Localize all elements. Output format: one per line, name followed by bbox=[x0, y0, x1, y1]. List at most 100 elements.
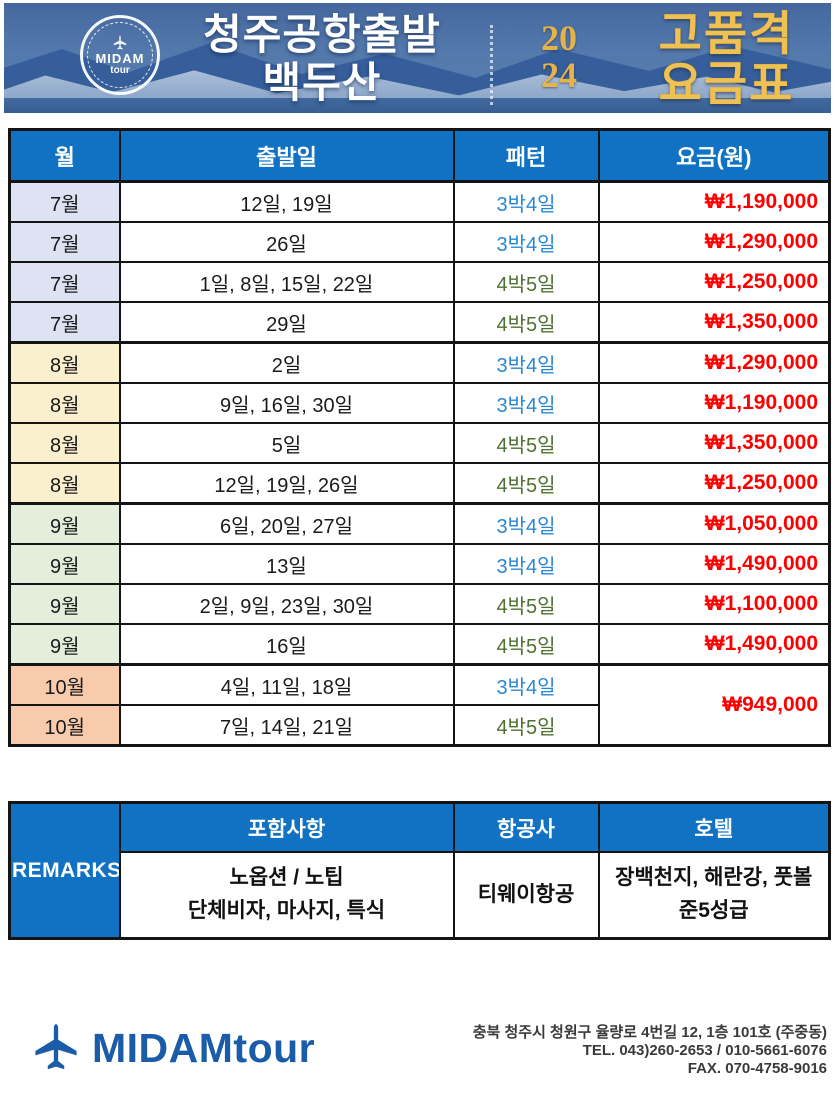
pattern-cell: 4박5일 bbox=[452, 623, 600, 666]
month-cell: 9월 bbox=[8, 502, 121, 545]
banner-year-line1: 20 bbox=[541, 18, 577, 58]
price-cell: ₩1,350,000 bbox=[597, 301, 831, 344]
month-cell: 10월 bbox=[8, 704, 121, 747]
pattern-cell: 4박5일 bbox=[452, 422, 600, 464]
month-cell: 7월 bbox=[8, 221, 121, 263]
badge-inner-ring: MIDAM tour bbox=[87, 22, 153, 88]
dates-cell: 6일, 20일, 27일 bbox=[118, 502, 455, 545]
price-cell: ₩1,290,000 bbox=[597, 221, 831, 263]
hotel-line2: 준5성급 bbox=[678, 899, 749, 922]
pattern-cell: 3박4일 bbox=[452, 221, 600, 263]
pattern-cell: 4박5일 bbox=[452, 462, 600, 505]
pattern-cell: 4박5일 bbox=[452, 261, 600, 303]
price-cell-merged: ₩949,000 bbox=[597, 663, 831, 747]
pattern-cell: 3박4일 bbox=[452, 543, 600, 585]
dates-cell: 26일 bbox=[118, 221, 455, 263]
header-airline: 항공사 bbox=[452, 801, 600, 853]
remarks-body-row: 노옵션 / 노팁 단체비자, 마사지, 특식 티웨이항공 장백천지, 해란강, … bbox=[10, 851, 831, 940]
month-cell: 7월 bbox=[8, 301, 121, 344]
banner-year-line2: 24 bbox=[541, 55, 577, 95]
lake-strip bbox=[4, 98, 831, 113]
inclusions-line2: 단체비자, 마사지, 특식 bbox=[187, 899, 386, 922]
inclusions-cell: 노옵션 / 노팁 단체비자, 마사지, 특식 bbox=[118, 851, 455, 940]
hotel-line1: 장백천지, 해란강, 풋볼 bbox=[615, 866, 813, 890]
dates-cell: 12일, 19일, 26일 bbox=[118, 462, 455, 505]
pattern-cell: 4박5일 bbox=[452, 704, 600, 747]
airline-cell: 티웨이항공 bbox=[452, 851, 600, 940]
price-cell: ₩1,250,000 bbox=[597, 462, 831, 505]
header-month: 월 bbox=[8, 128, 121, 183]
price-cell: ₩1,490,000 bbox=[597, 623, 831, 666]
banner-tagline-line2: 요금표 bbox=[658, 57, 795, 110]
price-cell: ₩1,100,000 bbox=[597, 583, 831, 625]
dates-cell: 2일, 9일, 23일, 30일 bbox=[118, 583, 455, 625]
dates-cell: 13일 bbox=[118, 543, 455, 585]
price-cell: ₩1,490,000 bbox=[597, 543, 831, 585]
pattern-cell: 3박4일 bbox=[452, 341, 600, 384]
month-cell: 8월 bbox=[8, 462, 121, 505]
dates-cell: 9일, 16일, 30일 bbox=[118, 382, 455, 424]
table-row: 9월 2일, 9일, 23일, 30일 4박5일 ₩1,100,000 bbox=[8, 583, 831, 625]
price-cell: ₩1,350,000 bbox=[597, 422, 831, 464]
price-cell: ₩1,190,000 bbox=[597, 180, 831, 223]
dates-cell: 5일 bbox=[118, 422, 455, 464]
midam-tour-badge: MIDAM tour bbox=[80, 15, 160, 95]
dates-cell: 2일 bbox=[118, 341, 455, 384]
footer-logo-text: MIDAMtour bbox=[92, 1025, 316, 1071]
pattern-cell: 3박4일 bbox=[452, 180, 600, 223]
month-cell: 9월 bbox=[8, 583, 121, 625]
banner-title: 청주공항출발 백두산 bbox=[172, 11, 472, 107]
banner-title-line1: 청주공항출발 bbox=[203, 11, 441, 58]
table-row: 10월 4일, 11일, 18일 3박4일 ₩949,000 bbox=[8, 663, 831, 747]
dates-cell: 7일, 14일, 21일 bbox=[118, 704, 455, 747]
price-table-header-row: 월 출발일 패턴 요금(원) bbox=[8, 128, 831, 183]
month-cell: 7월 bbox=[8, 180, 121, 223]
header-dates: 출발일 bbox=[118, 128, 455, 183]
pattern-cell: 3박4일 bbox=[452, 663, 600, 706]
pattern-cell: 4박5일 bbox=[452, 301, 600, 344]
price-cell: ₩1,190,000 bbox=[597, 382, 831, 424]
header-price: 요금(원) bbox=[597, 128, 831, 183]
table-row: 10월 7일, 14일, 21일 4박5일 bbox=[8, 704, 830, 747]
table-row: 8월 5일 4박5일 ₩1,350,000 bbox=[8, 422, 831, 464]
remarks-table: REMARKS 포함사항 항공사 호텔 노옵션 / 노팁 단체비자, 마사지, … bbox=[8, 801, 831, 940]
pattern-cell: 4박5일 bbox=[452, 583, 600, 625]
banner-title-line2: 백두산 bbox=[262, 59, 382, 106]
footer-contact-block: 충북 청주시 청원구 율량로 4번길 12, 1층 101호 (주중동) TEL… bbox=[473, 1024, 827, 1078]
month-cell: 8월 bbox=[8, 341, 121, 384]
airplane-icon bbox=[35, 1024, 77, 1070]
pattern-cell: 3박4일 bbox=[452, 382, 600, 424]
banner-dotted-divider bbox=[490, 25, 493, 105]
month-cell: 10월 bbox=[8, 663, 121, 706]
price-cell: ₩1,250,000 bbox=[597, 261, 831, 303]
month-cell: 8월 bbox=[8, 422, 121, 464]
table-row: 7월 12일, 19일 3박4일 ₩1,190,000 bbox=[8, 180, 831, 223]
dates-cell: 4일, 11일, 18일 bbox=[118, 663, 455, 706]
airplane-icon bbox=[113, 35, 127, 50]
table-row: 7월 26일 3박4일 ₩1,290,000 bbox=[8, 221, 831, 263]
table-row: 8월 2일 3박4일 ₩1,290,000 bbox=[8, 341, 831, 384]
price-cell: ₩1,290,000 bbox=[597, 341, 831, 384]
banner-tagline: 고품격 요금표 bbox=[619, 9, 831, 109]
inclusions-line1: 노옵션 / 노팁 bbox=[229, 866, 344, 890]
header-hotel: 호텔 bbox=[597, 801, 831, 853]
table-row: 9월 13일 3박4일 ₩1,490,000 bbox=[8, 543, 831, 585]
price-cell: ₩1,050,000 bbox=[597, 502, 831, 545]
hotel-cell: 장백천지, 해란강, 풋볼 준5성급 bbox=[597, 851, 831, 940]
footer-address: 충북 청주시 청원구 율량로 4번길 12, 1층 101호 (주중동) bbox=[472, 1024, 827, 1041]
dates-cell: 1일, 8일, 15일, 22일 bbox=[118, 261, 455, 303]
footer-fax: FAX. 070-4758-9016 bbox=[687, 1060, 827, 1077]
header-banner: MIDAM tour 청주공항출발 백두산 20 24 고품격 요금표 bbox=[4, 3, 831, 113]
table-row: 8월 12일, 19일, 26일 4박5일 ₩1,250,000 bbox=[8, 462, 831, 505]
dates-cell: 29일 bbox=[118, 301, 455, 344]
month-cell: 7월 bbox=[8, 261, 121, 303]
dates-cell: 12일, 19일 bbox=[118, 180, 455, 223]
badge-sub: tour bbox=[110, 64, 130, 76]
remarks-header-row: REMARKS 포함사항 항공사 호텔 bbox=[8, 801, 831, 940]
table-row: 8월 9일, 16일, 30일 3박4일 ₩1,190,000 bbox=[8, 382, 831, 424]
table-row: 9월 16일 4박5일 ₩1,490,000 bbox=[8, 623, 831, 666]
footer-tel: TEL. 043)260-2653 / 010-5661-6076 bbox=[582, 1042, 827, 1059]
header-inclusions: 포함사항 bbox=[118, 801, 455, 853]
remarks-label: REMARKS bbox=[8, 801, 121, 940]
dates-cell: 16일 bbox=[118, 623, 455, 666]
